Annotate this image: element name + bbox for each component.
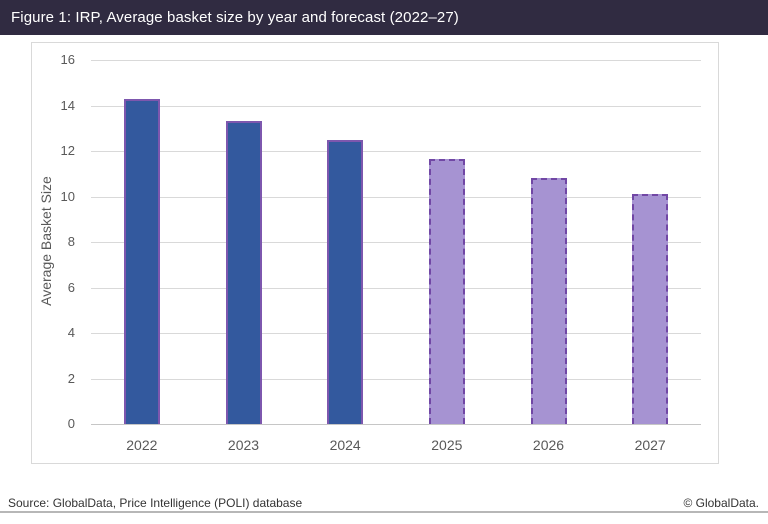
footer-source-text: Source: GlobalData, Price Intelligence (… [8,496,303,510]
gridline-y2 [91,378,701,380]
x-tick-label-2027: 2027 [634,437,666,453]
forecast-bar-2025 [428,158,465,424]
x-axis-baseline [91,424,701,425]
y-tick-label-14: 14 [60,97,75,113]
x-tick-label-2022: 2022 [126,437,158,453]
gridline-y6 [91,287,701,289]
y-tick-label-10: 10 [60,188,75,204]
y-tick-label-4: 4 [67,325,75,340]
bar-2023 [225,121,262,424]
forecast-bar-2026 [530,178,567,424]
gridline-y4 [91,333,701,334]
x-tick-label-2026: 2026 [532,437,565,453]
y-tick-label-0: 0 [67,416,75,431]
y-tick-label-2: 2 [67,370,75,386]
x-tick-label-2024: 2024 [329,437,361,453]
x-tick-label-2025: 2025 [431,437,463,453]
gridline-y10 [91,196,701,198]
footer-divider [0,511,768,513]
plot-area [91,60,701,425]
y-tick-label-6: 6 [67,279,75,295]
x-tick-label-2023: 2023 [227,437,260,453]
bar-2022 [123,98,160,424]
y-tick-label-8: 8 [67,234,75,249]
footer: Source: GlobalData, Price Intelligence (… [0,494,768,524]
gridline-y16 [91,60,701,61]
footer-copyright-text: © GlobalData. [683,496,759,510]
chart-panel: 0 2 4 6 8 10 12 14 16 2022 2023 2024 2025 2026 2027 A… [31,42,719,464]
y-tick-label-16: 16 [60,52,75,67]
figure-header-bar: Figure 1: IRP, Average basket size by ye… [0,0,768,35]
gridline-y8 [91,242,701,243]
gridline-y14 [91,105,701,107]
gridline-y12 [91,151,701,152]
y-axis-title: Average Basket Size [38,176,54,306]
bar-2024 [327,139,364,424]
y-tick-label-12: 12 [60,143,75,158]
figure-title: Figure 1: IRP, Average basket size by ye… [11,9,459,26]
forecast-bar-2027 [632,194,669,424]
